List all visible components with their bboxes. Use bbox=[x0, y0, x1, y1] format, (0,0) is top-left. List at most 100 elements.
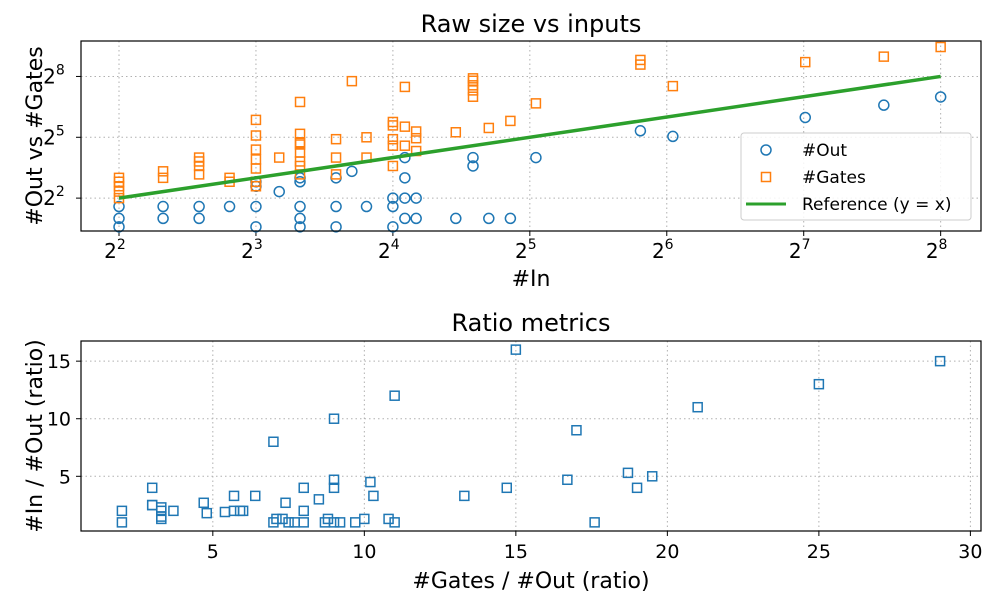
ratio-point bbox=[116, 517, 128, 528]
raw-size-panel: Raw size vs inputs 22 23 24 25 26 27 28222528 … bbox=[23, 10, 982, 292]
out-point bbox=[450, 212, 462, 225]
ratio-point bbox=[283, 517, 294, 528]
gates-point bbox=[157, 172, 169, 184]
gates-point bbox=[330, 133, 342, 145]
ratio-point bbox=[249, 490, 261, 502]
out-point bbox=[330, 200, 342, 213]
ratio-point bbox=[277, 513, 288, 525]
ratio-plot-frame bbox=[80, 340, 982, 532]
raw-size-x-tick-label: 27 bbox=[789, 237, 811, 263]
legend-reference-label: Reference (y = x) bbox=[802, 195, 951, 215]
out-point bbox=[467, 160, 479, 172]
gates-point bbox=[530, 98, 542, 109]
raw-size-y-tick-label: 28 bbox=[43, 62, 65, 88]
ratio-point bbox=[280, 497, 291, 509]
raw-size-x-tick-label: 22 bbox=[104, 237, 126, 263]
gates-point bbox=[387, 133, 399, 145]
legend-out-label: #Out bbox=[802, 141, 847, 161]
ratio-point bbox=[692, 401, 703, 413]
gates-point bbox=[250, 144, 262, 155]
gates-point bbox=[410, 126, 422, 137]
ratio-point bbox=[319, 517, 331, 528]
out-point bbox=[387, 192, 399, 204]
raw-size-x-tick-label: 28 bbox=[926, 237, 948, 263]
ratio-point bbox=[349, 517, 361, 528]
out-point bbox=[330, 172, 342, 184]
ratio-x-tick-label: 5 bbox=[207, 541, 219, 563]
out-point bbox=[250, 221, 262, 233]
gates-point bbox=[399, 81, 411, 93]
out-point bbox=[667, 130, 679, 143]
ratio-point bbox=[168, 505, 179, 517]
out-point bbox=[360, 200, 373, 213]
ratio-point bbox=[571, 424, 582, 436]
gates-point bbox=[113, 186, 125, 197]
out-point bbox=[273, 185, 285, 198]
gates-point bbox=[250, 154, 262, 165]
out-point bbox=[399, 172, 411, 184]
ratio-point bbox=[646, 471, 658, 482]
reference-line bbox=[118, 74, 941, 200]
out-point bbox=[294, 200, 306, 213]
out-point bbox=[387, 200, 399, 213]
out-point bbox=[223, 200, 236, 213]
gates-point bbox=[157, 166, 169, 177]
out-point bbox=[399, 212, 411, 225]
legend-gates-marker bbox=[760, 171, 772, 183]
out-point bbox=[934, 91, 947, 103]
gates-point bbox=[346, 75, 358, 87]
out-point bbox=[504, 212, 517, 225]
gates-point bbox=[387, 140, 399, 151]
ratio-point bbox=[328, 413, 340, 424]
ratio-point bbox=[201, 507, 213, 519]
ratio-point bbox=[146, 499, 158, 511]
gates-point bbox=[467, 73, 479, 84]
ratio-point bbox=[934, 355, 946, 367]
ratio-point bbox=[228, 505, 240, 517]
ratio-y-tick-label: 5 bbox=[59, 466, 71, 488]
out-point bbox=[483, 212, 495, 225]
ratio-point bbox=[631, 482, 643, 494]
raw-size-x-tick-label: 23 bbox=[241, 237, 263, 263]
gates-point bbox=[450, 127, 462, 138]
ratio-point bbox=[298, 517, 309, 528]
ratio-point bbox=[156, 502, 167, 513]
out-point bbox=[467, 151, 479, 164]
ratio-point bbox=[322, 513, 334, 525]
raw-size-y-tick-label: 25 bbox=[43, 123, 65, 149]
ratio-point bbox=[237, 505, 249, 517]
gates-point bbox=[294, 96, 306, 108]
out-point bbox=[193, 200, 205, 213]
out-point bbox=[634, 125, 647, 137]
ratio-x-tick-label: 20 bbox=[655, 541, 679, 563]
raw-size-x-tick-label: 25 bbox=[515, 237, 537, 263]
ratio-point bbox=[562, 474, 573, 486]
gates-point bbox=[399, 121, 411, 132]
ratio-point bbox=[510, 344, 522, 355]
gates-point bbox=[250, 114, 262, 126]
out-point bbox=[294, 221, 306, 233]
ratio-point bbox=[228, 490, 240, 502]
ratio-point bbox=[298, 482, 309, 494]
raw-size-x-tick-label: 24 bbox=[378, 237, 400, 263]
out-point bbox=[399, 192, 411, 204]
gates-point bbox=[467, 91, 479, 102]
out-point bbox=[113, 221, 125, 233]
ratio-point bbox=[268, 436, 279, 448]
out-point bbox=[294, 175, 306, 188]
ratio-point bbox=[234, 505, 246, 517]
ratio-point bbox=[365, 476, 376, 488]
out-point bbox=[346, 165, 358, 178]
ratio-point bbox=[389, 390, 400, 401]
ratio-point bbox=[219, 506, 231, 518]
raw-size-y-axis-label: #Out vs #Gates bbox=[23, 46, 48, 225]
ratio-metrics-title: Ratio metrics bbox=[451, 309, 610, 337]
legend-out-marker bbox=[760, 144, 772, 156]
gates-point bbox=[505, 115, 516, 127]
out-point bbox=[294, 212, 306, 225]
ratio-point bbox=[389, 517, 400, 528]
gates-point bbox=[294, 128, 306, 140]
legend: #Out #Gates Reference (y = x) bbox=[740, 132, 972, 221]
gates-point bbox=[935, 41, 946, 53]
